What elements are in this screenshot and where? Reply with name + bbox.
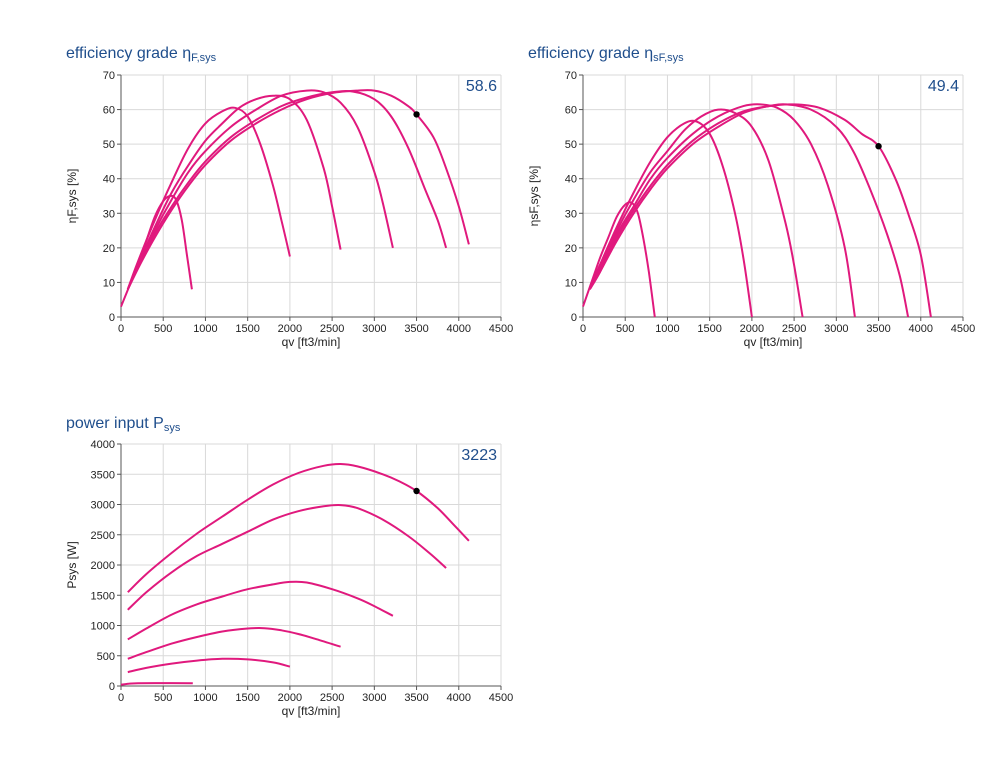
x-tick-label: 4500 (489, 692, 513, 704)
chart-title: power input Psys (66, 415, 181, 434)
chart-title: efficiency grade ηF,sys (66, 45, 217, 64)
y-tick-label: 50 (565, 139, 577, 151)
x-axis-label: qv [ft3/min] (282, 704, 341, 718)
y-tick-label: 20 (103, 243, 115, 255)
series-line-3 (127, 627, 341, 660)
y-tick-label: 60 (103, 105, 115, 117)
y-tick-label: 20 (565, 243, 577, 255)
y-axis-label: ηF,sys [%] (65, 169, 79, 224)
series-line-5 (127, 504, 447, 611)
x-tick-label: 3000 (362, 692, 386, 704)
x-tick-label: 3500 (404, 323, 428, 335)
x-tick-label: 3000 (362, 323, 386, 335)
y-tick-label: 70 (103, 70, 115, 82)
y-tick-label: 70 (565, 70, 577, 82)
y-tick-label: 0 (109, 681, 115, 693)
x-tick-label: 500 (616, 323, 634, 335)
series-line-6 (126, 89, 470, 290)
y-tick-label: 40 (103, 174, 115, 186)
x-tick-label: 2500 (782, 323, 806, 335)
operating-point-marker (413, 487, 420, 495)
y-tick-label: 30 (565, 208, 577, 220)
y-tick-label: 0 (109, 312, 115, 324)
x-tick-label: 500 (154, 323, 172, 335)
y-tick-label: 500 (97, 651, 115, 663)
series-line-2 (588, 119, 753, 318)
y-tick-label: 10 (565, 277, 577, 289)
x-tick-label: 0 (118, 323, 124, 335)
x-tick-label: 2500 (320, 692, 344, 704)
y-tick-label: 4000 (91, 439, 115, 451)
x-tick-label: 4500 (489, 323, 513, 335)
x-tick-label: 4500 (951, 323, 975, 335)
series-line-5 (126, 90, 448, 290)
y-tick-label: 3000 (91, 500, 115, 512)
series-line-4 (588, 103, 856, 318)
series-line-1 (120, 682, 193, 686)
series-line-4 (126, 89, 394, 290)
x-tick-label: 1500 (235, 692, 259, 704)
x-tick-label: 1000 (193, 692, 217, 704)
x-tick-label: 1500 (697, 323, 721, 335)
series-line-1 (120, 194, 193, 307)
y-tick-label: 30 (103, 208, 115, 220)
chart-title: efficiency grade ηsF,sys (528, 45, 684, 64)
series-line-6 (588, 103, 932, 318)
series-line-4 (127, 580, 394, 641)
x-tick-label: 500 (154, 692, 172, 704)
x-tick-label: 2000 (740, 323, 764, 335)
x-tick-label: 2500 (320, 323, 344, 335)
x-tick-label: 3500 (404, 692, 428, 704)
x-tick-label: 1000 (655, 323, 679, 335)
y-axis-label: Psys [W] (65, 541, 79, 588)
x-tick-label: 0 (580, 323, 586, 335)
series-line-2 (126, 106, 291, 290)
x-axis-label: qv [ft3/min] (282, 335, 341, 349)
x-tick-label: 0 (118, 692, 124, 704)
x-tick-label: 4000 (447, 323, 471, 335)
y-tick-label: 3500 (91, 469, 115, 481)
y-tick-label: 10 (103, 277, 115, 289)
y-tick-label: 60 (565, 105, 577, 117)
y-tick-label: 2500 (91, 530, 115, 542)
x-tick-label: 2000 (278, 323, 302, 335)
x-tick-label: 1000 (193, 323, 217, 335)
y-tick-label: 0 (571, 312, 577, 324)
x-tick-label: 4000 (909, 323, 933, 335)
operating-point-value: 3223 (461, 447, 497, 464)
x-tick-label: 1500 (235, 323, 259, 335)
operating-point-marker (875, 143, 882, 150)
series-line-6 (127, 462, 470, 593)
x-tick-label: 2000 (278, 692, 302, 704)
y-tick-label: 2000 (91, 560, 115, 572)
y-tick-label: 1000 (91, 621, 115, 633)
x-tick-label: 3000 (824, 323, 848, 335)
operating-point-value: 49.4 (928, 78, 959, 95)
series-line-2 (127, 657, 291, 674)
y-tick-label: 1500 (91, 590, 115, 602)
x-tick-label: 4000 (447, 692, 471, 704)
operating-point-marker (413, 111, 420, 118)
x-tick-label: 3500 (866, 323, 890, 335)
operating-point-value: 58.6 (466, 78, 497, 95)
y-axis-label: ηsF,sys [%] (527, 166, 541, 227)
series-line-3 (126, 94, 342, 290)
series-line-1 (582, 201, 656, 318)
series-line-3 (588, 108, 804, 318)
y-tick-label: 40 (565, 174, 577, 186)
x-axis-label: qv [ft3/min] (744, 335, 803, 349)
chart-3: power input Psys 0 500 1000 1500 2000 2500 3000… (65, 415, 513, 718)
y-tick-label: 50 (103, 139, 115, 151)
